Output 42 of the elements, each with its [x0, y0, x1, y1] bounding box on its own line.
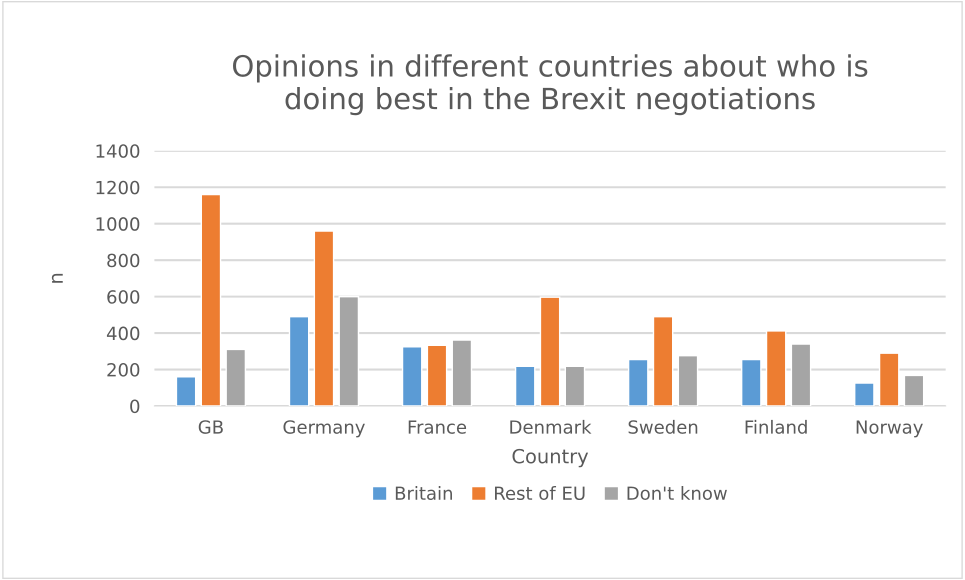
bar — [200, 194, 222, 406]
x-tick-label: Finland — [746, 420, 807, 434]
y-tick-label: 1400 — [96, 144, 140, 158]
bar — [678, 354, 698, 406]
x-tick-label: Norway — [856, 420, 923, 438]
bar — [514, 366, 536, 406]
bar — [628, 358, 649, 406]
y-tick-label: 1200 — [96, 180, 140, 194]
bar — [740, 358, 762, 406]
y-tick-label: 800 — [107, 254, 140, 268]
bar — [564, 366, 586, 406]
y-tick-label: 400 — [106, 326, 140, 340]
x-tick-label: France — [408, 420, 466, 434]
y-tick-label: 200 — [107, 363, 140, 377]
x-tick-label: Germany — [283, 420, 365, 438]
x-tick-label: Denmark — [510, 420, 592, 434]
legend-label: Rest of EU — [495, 486, 585, 500]
y-tick-label: 1000 — [96, 217, 140, 231]
chart-title: Opinions in different countries about who is doing best in the Brexit negotiations — [233, 54, 868, 116]
bar — [790, 343, 812, 406]
y-axis-title: n — [52, 274, 63, 283]
bar — [766, 330, 786, 406]
bar — [225, 348, 246, 406]
bar — [854, 382, 875, 406]
bar — [452, 339, 472, 406]
y-tick-label: 600 — [107, 290, 140, 304]
x-tick-label: GB — [198, 420, 223, 434]
bar — [314, 230, 334, 406]
bar — [904, 374, 924, 406]
bar — [878, 352, 900, 406]
bar — [288, 316, 310, 406]
bar — [338, 296, 360, 406]
x-axis-title: Country — [512, 448, 588, 468]
bar — [652, 316, 674, 406]
bar — [402, 346, 422, 406]
x-tick-label: Sweden — [628, 420, 698, 434]
legend-label: Britain — [396, 486, 452, 500]
y-tick-label: 0 — [130, 399, 140, 414]
legend-label: Don't know — [628, 486, 727, 500]
bar — [176, 376, 196, 406]
bar — [540, 296, 560, 406]
bar — [426, 344, 448, 406]
